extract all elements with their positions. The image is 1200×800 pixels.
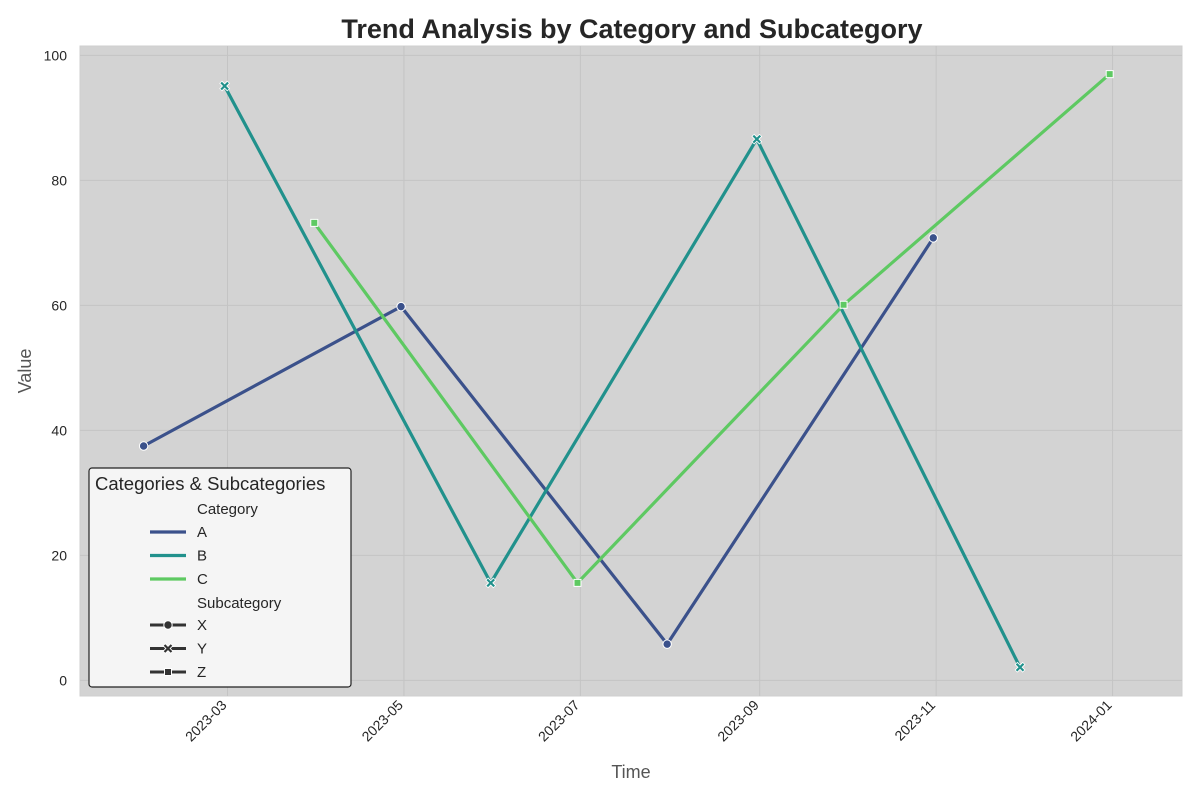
- data-point: [839, 300, 848, 309]
- legend-categories: ABC: [150, 524, 208, 588]
- y-tick-label: 20: [51, 547, 67, 563]
- x-axis-label: Time: [611, 762, 650, 782]
- data-point: [751, 133, 763, 145]
- data-point: [485, 577, 497, 589]
- legend-category-heading: Category: [197, 501, 258, 518]
- data-point: [928, 233, 938, 243]
- x-tick-label: 2023-11: [891, 697, 938, 744]
- legend-label: A: [197, 524, 207, 541]
- series-b: [219, 80, 1026, 673]
- y-axis-label: Value: [15, 349, 35, 394]
- x-tick-label: 2024-01: [1067, 697, 1115, 745]
- y-tick-label: 80: [51, 172, 67, 188]
- data-point: [573, 578, 582, 587]
- data-point: [1105, 70, 1114, 79]
- data-point: [1014, 661, 1026, 673]
- legend-marker: [163, 620, 173, 630]
- legend-label: B: [197, 548, 207, 565]
- data-point: [396, 301, 406, 312]
- y-tick-label: 100: [44, 47, 68, 63]
- legend: Categories & Subcategories Category ABC …: [88, 467, 352, 688]
- legend-label: Z: [197, 664, 206, 681]
- data-point: [138, 441, 149, 451]
- x-tick-label: 2023-03: [182, 697, 230, 745]
- series-line: [223, 85, 1022, 669]
- legend-marker: [162, 643, 174, 654]
- y-tick-label: 40: [51, 422, 67, 438]
- legend-marker: [164, 668, 172, 676]
- legend-label: C: [197, 571, 208, 588]
- y-tick-label: 0: [59, 672, 67, 688]
- legend-label: X: [197, 617, 207, 634]
- series-line: [142, 237, 935, 646]
- legend-subcategories: XYZ: [150, 617, 207, 681]
- legend-title: Categories & Subcategories: [95, 473, 325, 494]
- x-axis-ticks: 2023-03 2023-05 2023-07 2023-09 2023-11 2024-…: [182, 697, 1115, 745]
- series-a: [138, 233, 938, 649]
- legend-subcategory-heading: Subcategory: [197, 595, 282, 612]
- y-axis-ticks: 0 20 40 60 80 100: [44, 47, 68, 688]
- series-line: [313, 72, 1111, 585]
- data-point: [310, 218, 319, 227]
- legend-label: Y: [197, 641, 207, 658]
- data-point: [662, 639, 672, 649]
- x-tick-label: 2023-09: [714, 697, 762, 745]
- y-tick-label: 60: [51, 297, 67, 313]
- legend-box: [88, 467, 352, 688]
- series-group: [138, 70, 1114, 673]
- chart-title: Trend Analysis by Category and Subcatego…: [341, 14, 922, 44]
- x-tick-label: 2023-07: [535, 697, 583, 745]
- series-c: [310, 70, 1114, 587]
- data-point: [219, 80, 231, 92]
- x-tick-label: 2023-05: [358, 697, 406, 745]
